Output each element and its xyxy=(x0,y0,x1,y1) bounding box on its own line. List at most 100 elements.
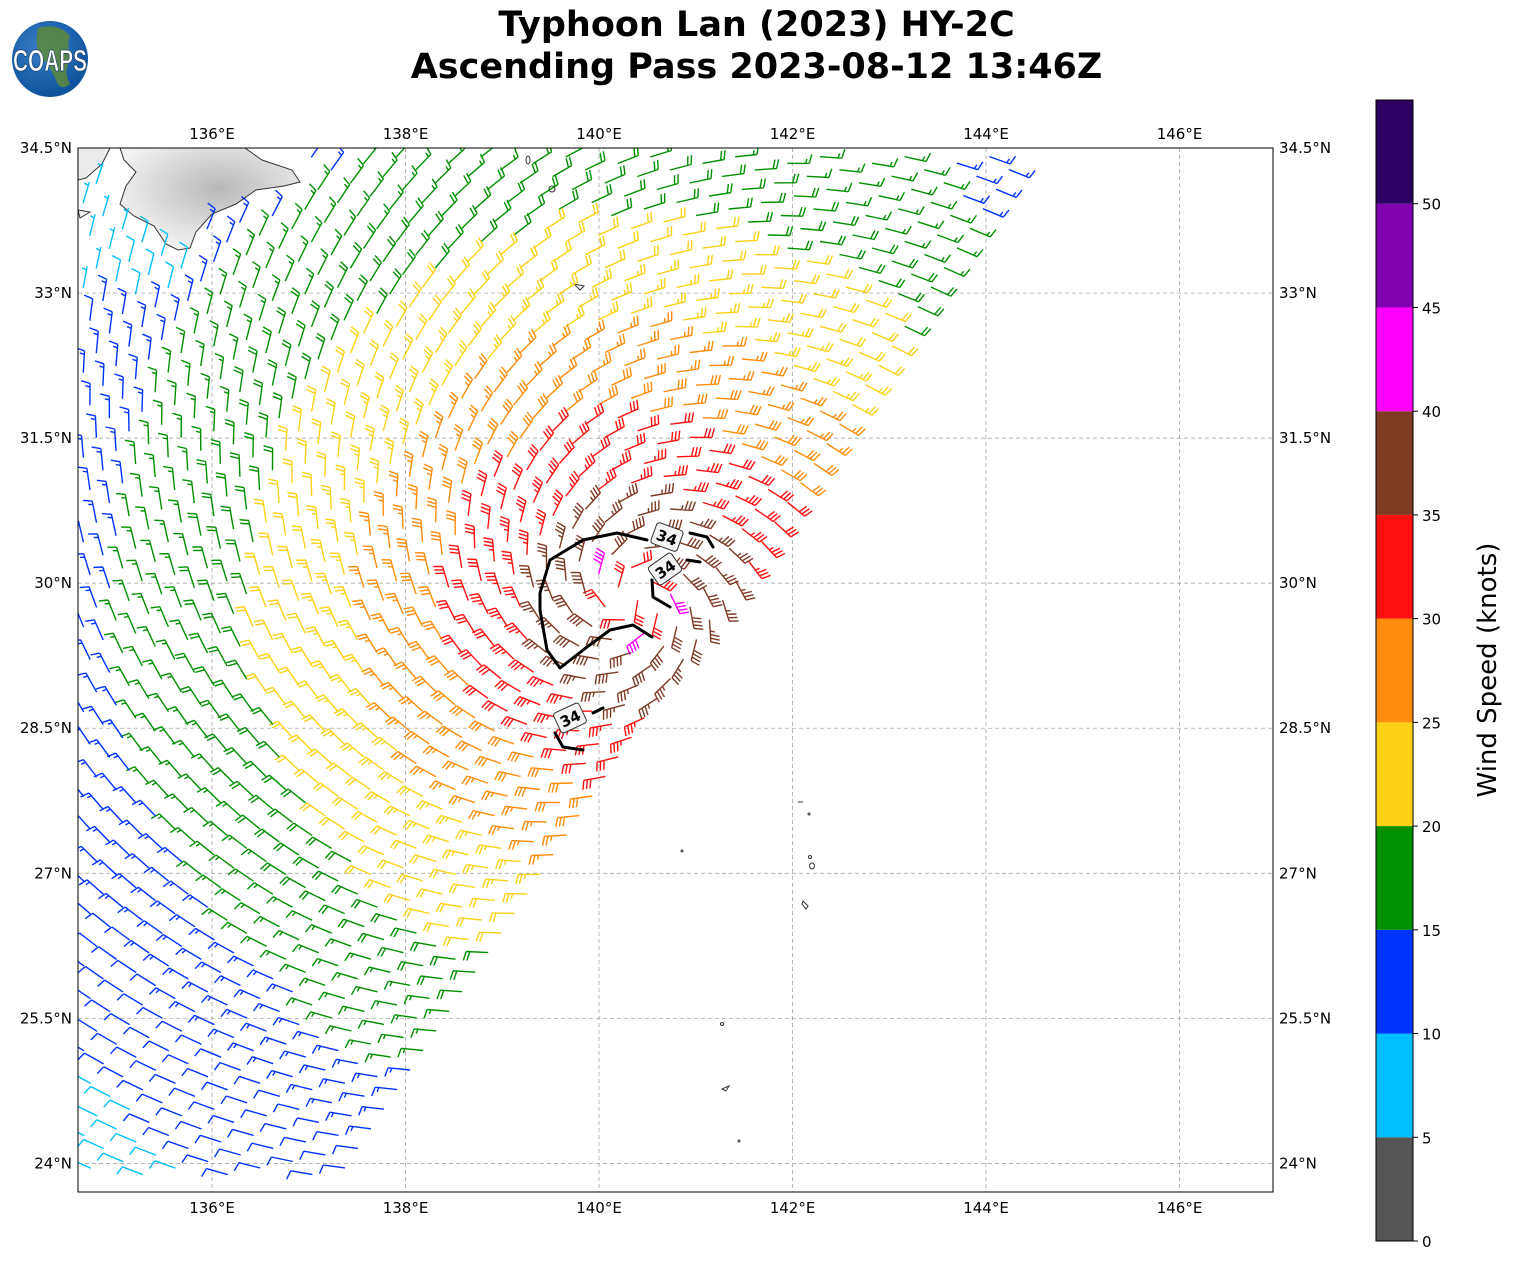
wind-barb xyxy=(258,652,280,673)
wind-barb xyxy=(157,432,169,458)
wind-barb xyxy=(304,183,317,210)
wind-barb xyxy=(179,241,189,269)
wind-barb xyxy=(267,808,293,823)
wind-barb xyxy=(244,552,261,575)
wind-barb xyxy=(161,1140,189,1150)
wind-barb xyxy=(527,767,554,778)
wind-barb xyxy=(457,649,482,667)
wind-barb xyxy=(515,873,541,884)
wind-barb xyxy=(471,436,484,464)
wind-barb xyxy=(125,235,135,262)
wind-barb xyxy=(116,1166,144,1176)
wind-barb xyxy=(234,606,254,628)
wind-barb xyxy=(761,192,787,204)
wind-barb xyxy=(382,235,397,262)
wind-barb xyxy=(316,451,327,477)
wind-barb xyxy=(292,856,319,869)
wind-barb xyxy=(963,195,991,204)
wind-barb xyxy=(578,370,598,393)
wind-barb xyxy=(79,586,98,608)
wind-barb xyxy=(930,286,958,297)
wind-barb xyxy=(284,254,295,282)
wind-barb xyxy=(209,320,219,347)
wind-barb xyxy=(278,222,289,249)
wind-barb xyxy=(354,477,365,503)
wind-barb xyxy=(376,203,391,230)
wind-barb xyxy=(428,294,442,321)
wind-barb xyxy=(435,902,463,913)
wind-barb xyxy=(436,989,463,1000)
colorbar-tick-label: 0 xyxy=(1422,1233,1432,1251)
wind-barb xyxy=(904,240,932,249)
wind-barb xyxy=(297,235,309,262)
wind-barb xyxy=(374,371,385,399)
wind-barb xyxy=(604,499,623,523)
wind-barb xyxy=(78,1161,91,1169)
wind-barb xyxy=(555,814,580,828)
wind-barb xyxy=(871,244,899,255)
wind-barb xyxy=(301,714,326,732)
wind-barb xyxy=(683,393,708,406)
wind-barb xyxy=(109,665,130,687)
wind-barb xyxy=(495,859,521,870)
wind-barb xyxy=(156,846,183,863)
wind-barb xyxy=(390,750,417,765)
wind-barb xyxy=(213,1061,241,1071)
wind-barb xyxy=(331,971,358,981)
wind-barb xyxy=(441,359,454,386)
wind-barb xyxy=(702,586,723,608)
wind-barb xyxy=(385,592,404,614)
wind-barb xyxy=(354,358,365,386)
wind-barb xyxy=(248,794,274,810)
wind-barb xyxy=(761,454,789,467)
wind-barb xyxy=(616,684,639,703)
wind-barb xyxy=(213,975,241,987)
wind-barb xyxy=(496,482,507,510)
wind-barb xyxy=(95,685,117,706)
wind-barb xyxy=(204,287,214,315)
wind-barb xyxy=(624,179,646,197)
wind-barb xyxy=(800,221,827,232)
wind-barb xyxy=(96,1066,124,1078)
wind-barb xyxy=(190,753,215,771)
title-line-1: Typhoon Lan (2023) HY-2C xyxy=(498,5,1015,45)
wind-barb xyxy=(552,634,580,648)
wind-barb xyxy=(580,691,606,703)
wind-barb xyxy=(455,829,482,840)
wind-barb xyxy=(78,814,91,830)
wind-barb xyxy=(128,353,138,380)
wind-barb xyxy=(318,1164,346,1174)
wind-barb xyxy=(578,286,599,308)
wind-barb xyxy=(261,326,272,354)
wind-barb xyxy=(656,259,679,275)
wind-barb xyxy=(290,287,301,315)
wind-barb xyxy=(266,1156,293,1166)
wind-barb xyxy=(122,645,143,667)
wind-barb xyxy=(245,228,256,256)
wind-barb xyxy=(537,542,548,568)
wind-barb xyxy=(448,544,463,569)
wind-barb xyxy=(389,268,402,295)
wind-barb xyxy=(126,766,150,784)
wind-barb xyxy=(220,1095,248,1105)
wind-barb xyxy=(272,512,287,536)
wind-barb xyxy=(220,505,235,530)
wind-barb xyxy=(376,287,388,315)
wind-barb xyxy=(83,1085,111,1098)
lat-tick-label-right: 30°N xyxy=(1279,574,1317,592)
wind-barb xyxy=(379,681,404,699)
wind-barb xyxy=(637,329,660,347)
wind-barb xyxy=(644,448,667,465)
wind-barb xyxy=(318,991,345,1001)
wind-barb xyxy=(352,722,378,739)
wind-barb xyxy=(91,859,117,876)
wind-barb xyxy=(408,197,424,223)
wind-barb xyxy=(741,178,767,191)
wind-barb xyxy=(793,361,821,372)
lon-tick-label-bottom: 144°E xyxy=(963,1199,1009,1217)
wind-barb xyxy=(363,966,391,976)
wind-barb xyxy=(170,293,180,321)
wind-barb xyxy=(362,545,378,569)
colorbar-tick-label: 50 xyxy=(1422,196,1441,214)
wind-barb xyxy=(78,725,91,745)
